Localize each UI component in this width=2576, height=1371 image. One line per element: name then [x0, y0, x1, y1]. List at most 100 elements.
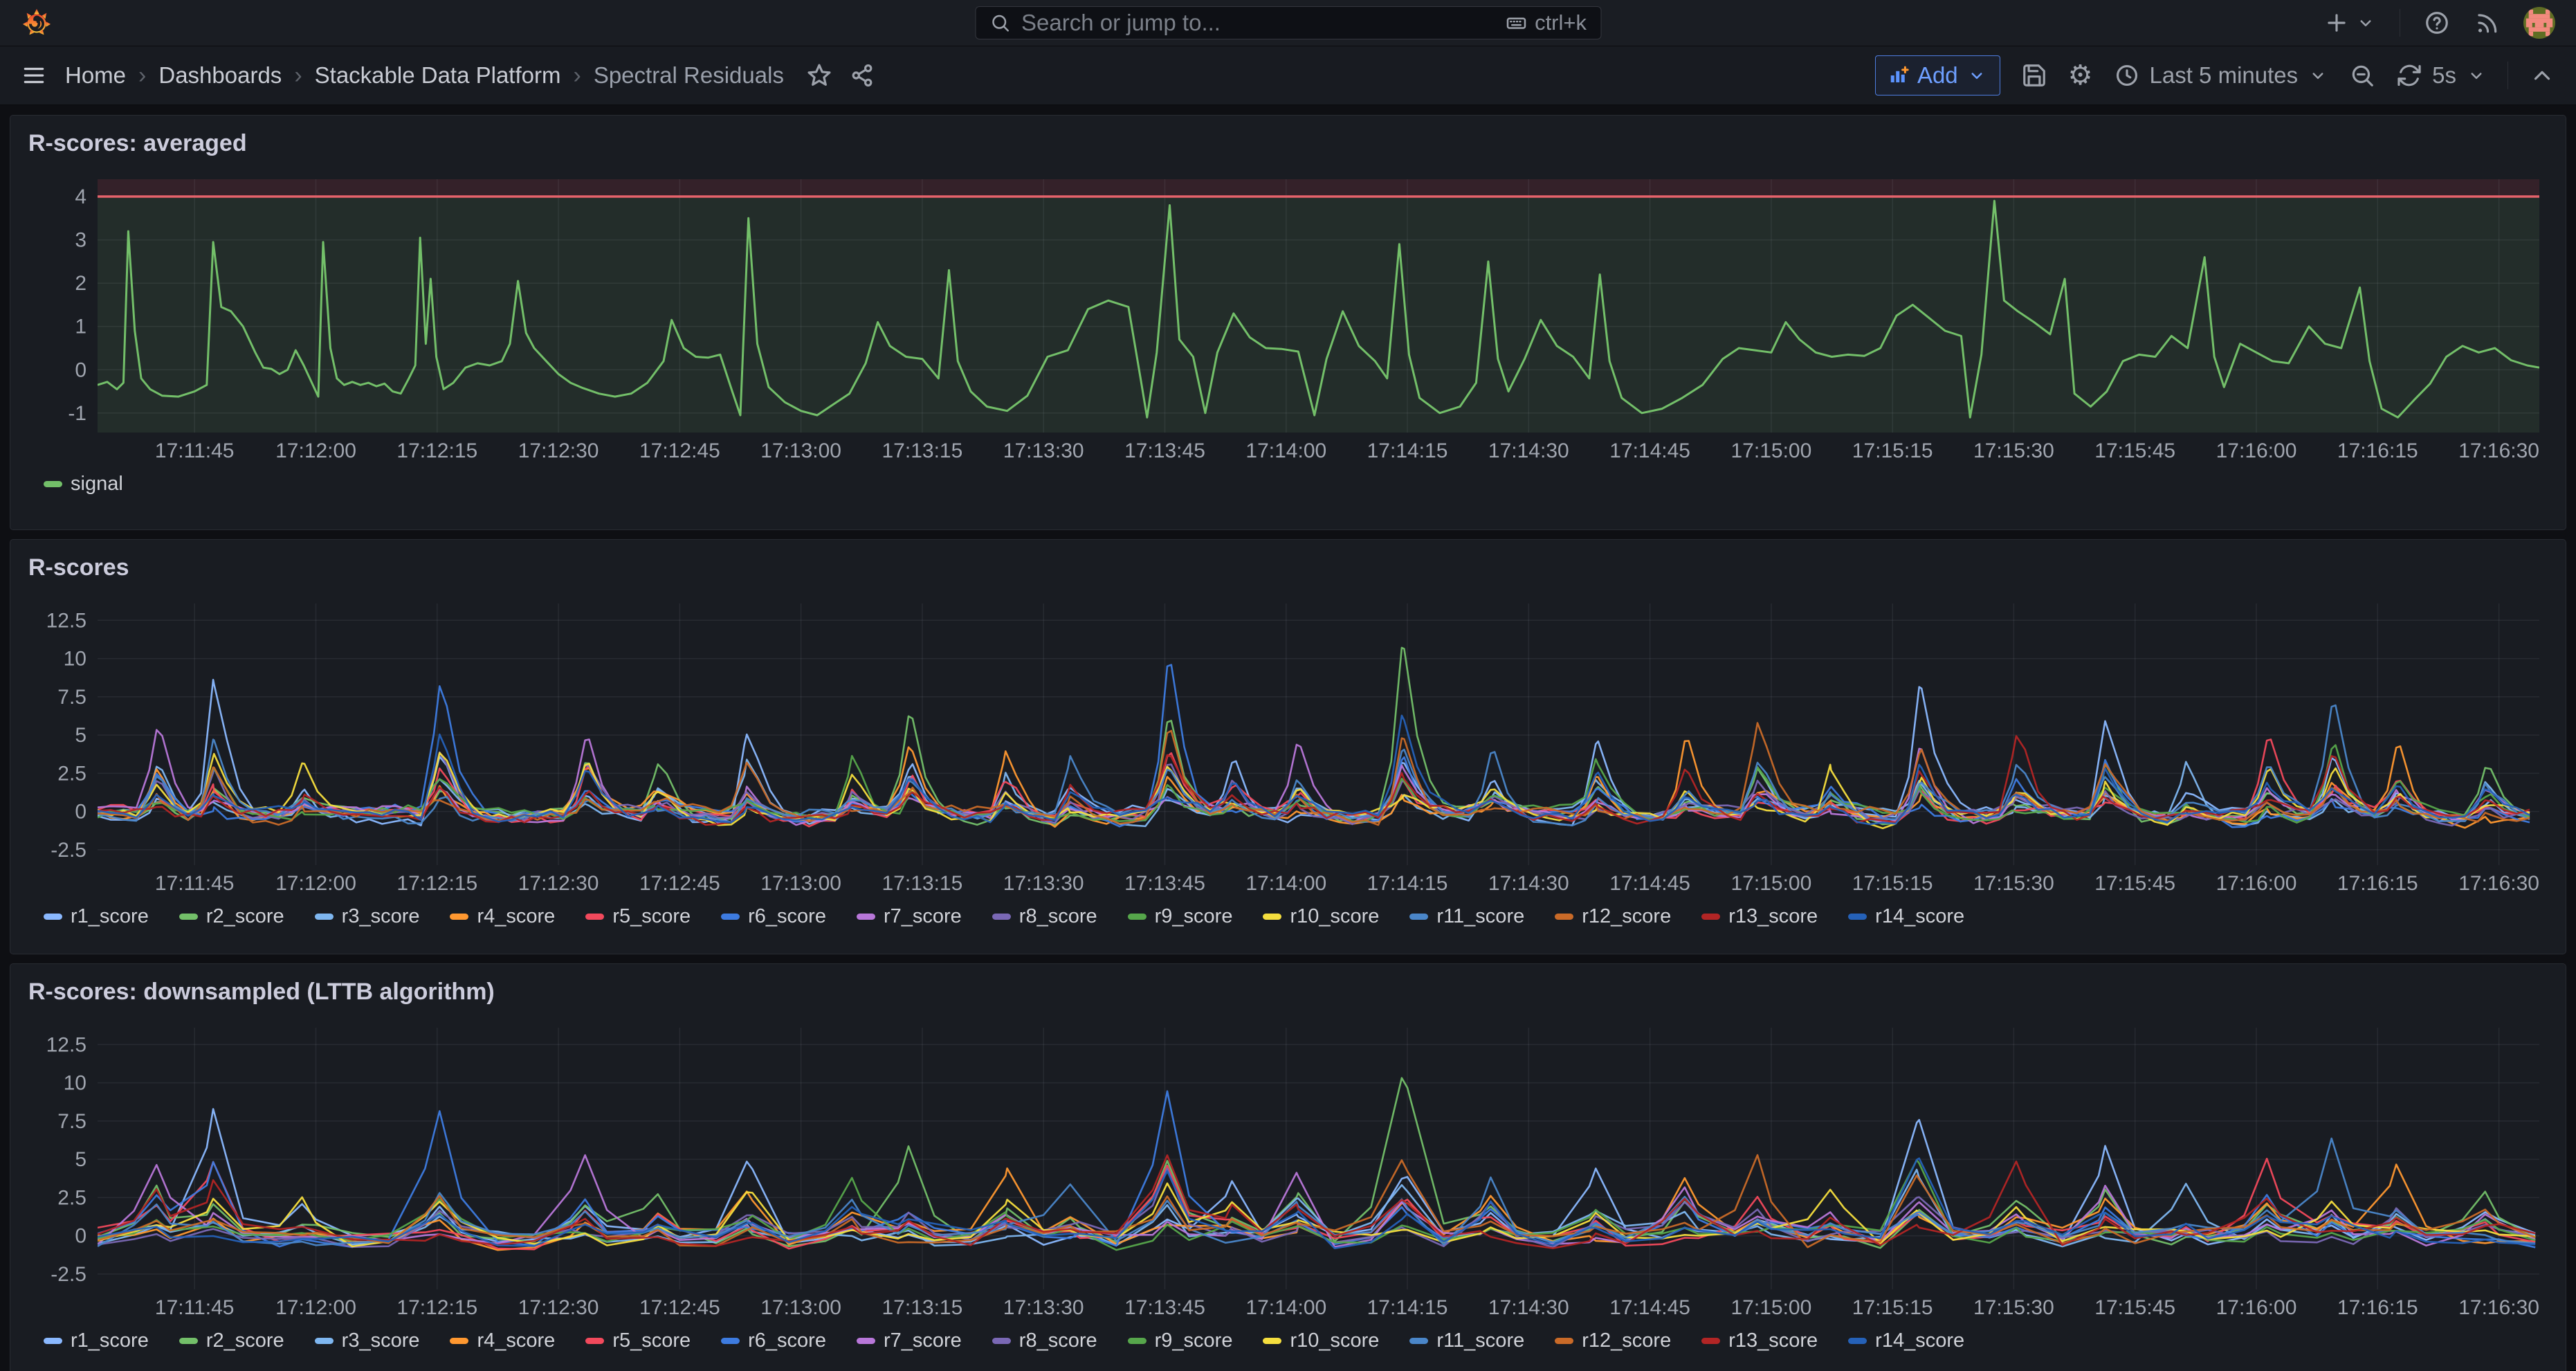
legend-item[interactable]: r2_score	[179, 1329, 284, 1352]
legend-item[interactable]: r1_score	[44, 1329, 149, 1352]
timeseries-chart[interactable]: -10123417:11:4517:12:0017:12:1517:12:301…	[28, 175, 2552, 463]
legend-item[interactable]: r10_score	[1263, 905, 1379, 928]
legend-item[interactable]: r3_score	[315, 905, 420, 928]
panel-title[interactable]: R-scores: averaged	[28, 128, 247, 158]
legend-item[interactable]: r4_score	[450, 1329, 555, 1352]
chevron-down-icon	[2466, 65, 2487, 86]
time-range-label: Last 5 minutes	[2150, 62, 2299, 89]
legend-item[interactable]: r12_score	[1555, 1329, 1671, 1352]
x-tick-label: 17:13:15	[882, 872, 963, 895]
breadcrumb-dashboards[interactable]: Dashboards	[158, 62, 282, 89]
legend-swatch	[179, 1338, 198, 1344]
legend-item[interactable]: r13_score	[1701, 905, 1818, 928]
legend-swatch	[992, 914, 1011, 920]
x-tick-label: 17:16:15	[2337, 872, 2418, 895]
y-tick-label: -1	[68, 402, 86, 425]
legend-swatch	[315, 914, 334, 920]
legend-item[interactable]: r14_score	[1848, 905, 1964, 928]
legend-swatch	[315, 1338, 334, 1344]
search-input[interactable]	[1021, 10, 1495, 36]
timeseries-chart[interactable]: -2.502.557.51012.517:11:4517:12:0017:12:…	[28, 1024, 2552, 1320]
x-tick-label: 17:16:15	[2337, 1296, 2418, 1319]
share-icon[interactable]	[849, 62, 875, 89]
chevron-down-icon	[2308, 65, 2328, 86]
timeseries-chart[interactable]: -2.502.557.51012.517:11:4517:12:0017:12:…	[28, 599, 2552, 896]
legend-item[interactable]: r6_score	[721, 1329, 826, 1352]
panel-title[interactable]: R-scores	[28, 552, 129, 583]
legend-item[interactable]: r5_score	[585, 905, 691, 928]
legend-swatch	[1701, 914, 1720, 920]
legend-swatch	[1263, 914, 1281, 920]
help-icon[interactable]	[2424, 10, 2450, 36]
y-tick-label: 7.5	[57, 1110, 86, 1133]
search-box[interactable]: ctrl+k	[975, 6, 1601, 39]
zoom-out-icon[interactable]	[2349, 62, 2375, 89]
legend-item[interactable]: r7_score	[857, 905, 962, 928]
legend-item[interactable]: r11_score	[1409, 1329, 1524, 1352]
legend-label: r13_score	[1728, 1329, 1818, 1352]
breadcrumb-folder[interactable]: Stackable Data Platform	[315, 62, 561, 89]
legend-swatch	[44, 914, 62, 920]
y-tick-label: 2	[75, 272, 86, 295]
legend-label: r8_score	[1019, 1329, 1097, 1352]
legend-item[interactable]: r8_score	[992, 1329, 1097, 1352]
breadcrumb-separator: ›	[138, 62, 146, 89]
chevron-up-icon[interactable]	[2529, 62, 2555, 89]
y-tick-label: -2.5	[51, 839, 86, 862]
legend-item[interactable]: r5_score	[585, 1329, 691, 1352]
refresh-icon	[2396, 62, 2422, 89]
y-tick-label: 1	[75, 316, 86, 338]
legend-swatch	[1409, 914, 1428, 920]
add-button[interactable]: Add	[1875, 55, 2000, 96]
legend-item[interactable]: r4_score	[450, 905, 555, 928]
x-tick-label: 17:13:00	[760, 872, 841, 895]
x-tick-label: 17:12:00	[275, 1296, 356, 1319]
new-menu-button[interactable]	[2323, 10, 2376, 36]
legend-item[interactable]: signal	[44, 473, 123, 496]
legend-label: r12_score	[1582, 1329, 1671, 1352]
refresh-interval-label: 5s	[2432, 62, 2456, 89]
legend-item[interactable]: r12_score	[1555, 905, 1671, 928]
news-rss-icon[interactable]	[2474, 10, 2500, 36]
x-tick-label: 17:12:30	[518, 439, 599, 462]
x-tick-label: 17:12:00	[275, 872, 356, 895]
clock-icon	[2114, 62, 2140, 89]
breadcrumb-home[interactable]: Home	[65, 62, 126, 89]
panel-rscores: R-scores -2.502.557.51012.517:11:4517:12…	[10, 539, 2566, 954]
legend-item[interactable]: r3_score	[315, 1329, 420, 1352]
x-tick-label: 17:12:00	[275, 439, 356, 462]
legend-item[interactable]: r7_score	[857, 1329, 962, 1352]
refresh-picker[interactable]: 5s	[2396, 62, 2487, 89]
legend-item[interactable]: r10_score	[1263, 1329, 1379, 1352]
x-tick-label: 17:13:00	[760, 439, 841, 462]
search-shortcut: ctrl+k	[1506, 10, 1587, 35]
x-tick-label: 17:12:45	[639, 1296, 720, 1319]
legend-item[interactable]: r8_score	[992, 905, 1097, 928]
legend-item[interactable]: r9_score	[1128, 1329, 1233, 1352]
panel-title[interactable]: R-scores: downsampled (LTTB algorithm)	[28, 977, 495, 1007]
x-tick-label: 17:12:15	[396, 872, 477, 895]
legend-swatch	[1555, 1338, 1573, 1344]
time-range-picker[interactable]: Last 5 minutes	[2114, 62, 2329, 89]
user-avatar[interactable]	[2523, 7, 2555, 39]
y-tick-label: 2.5	[57, 762, 86, 785]
star-icon[interactable]	[806, 62, 832, 89]
legend-item[interactable]: r13_score	[1701, 1329, 1818, 1352]
legend-item[interactable]: r14_score	[1848, 1329, 1964, 1352]
save-icon[interactable]	[2021, 62, 2047, 89]
y-tick-label: 12.5	[46, 1033, 86, 1056]
menu-icon[interactable]	[21, 62, 47, 89]
legend-swatch	[1128, 1338, 1147, 1344]
series-line-r6_score	[98, 1091, 2535, 1248]
legend-item[interactable]: r11_score	[1409, 905, 1524, 928]
legend-label: r13_score	[1728, 905, 1818, 928]
legend-item[interactable]: r1_score	[44, 905, 149, 928]
x-tick-label: 17:14:00	[1245, 439, 1326, 462]
legend-item[interactable]: r6_score	[721, 905, 826, 928]
legend-item[interactable]: r9_score	[1128, 905, 1233, 928]
grafana-logo[interactable]	[21, 7, 53, 39]
legend-label: r3_score	[342, 905, 420, 928]
legend-label: r1_score	[71, 905, 149, 928]
settings-gear-icon[interactable]: ⚙	[2068, 62, 2093, 89]
legend-item[interactable]: r2_score	[179, 905, 284, 928]
